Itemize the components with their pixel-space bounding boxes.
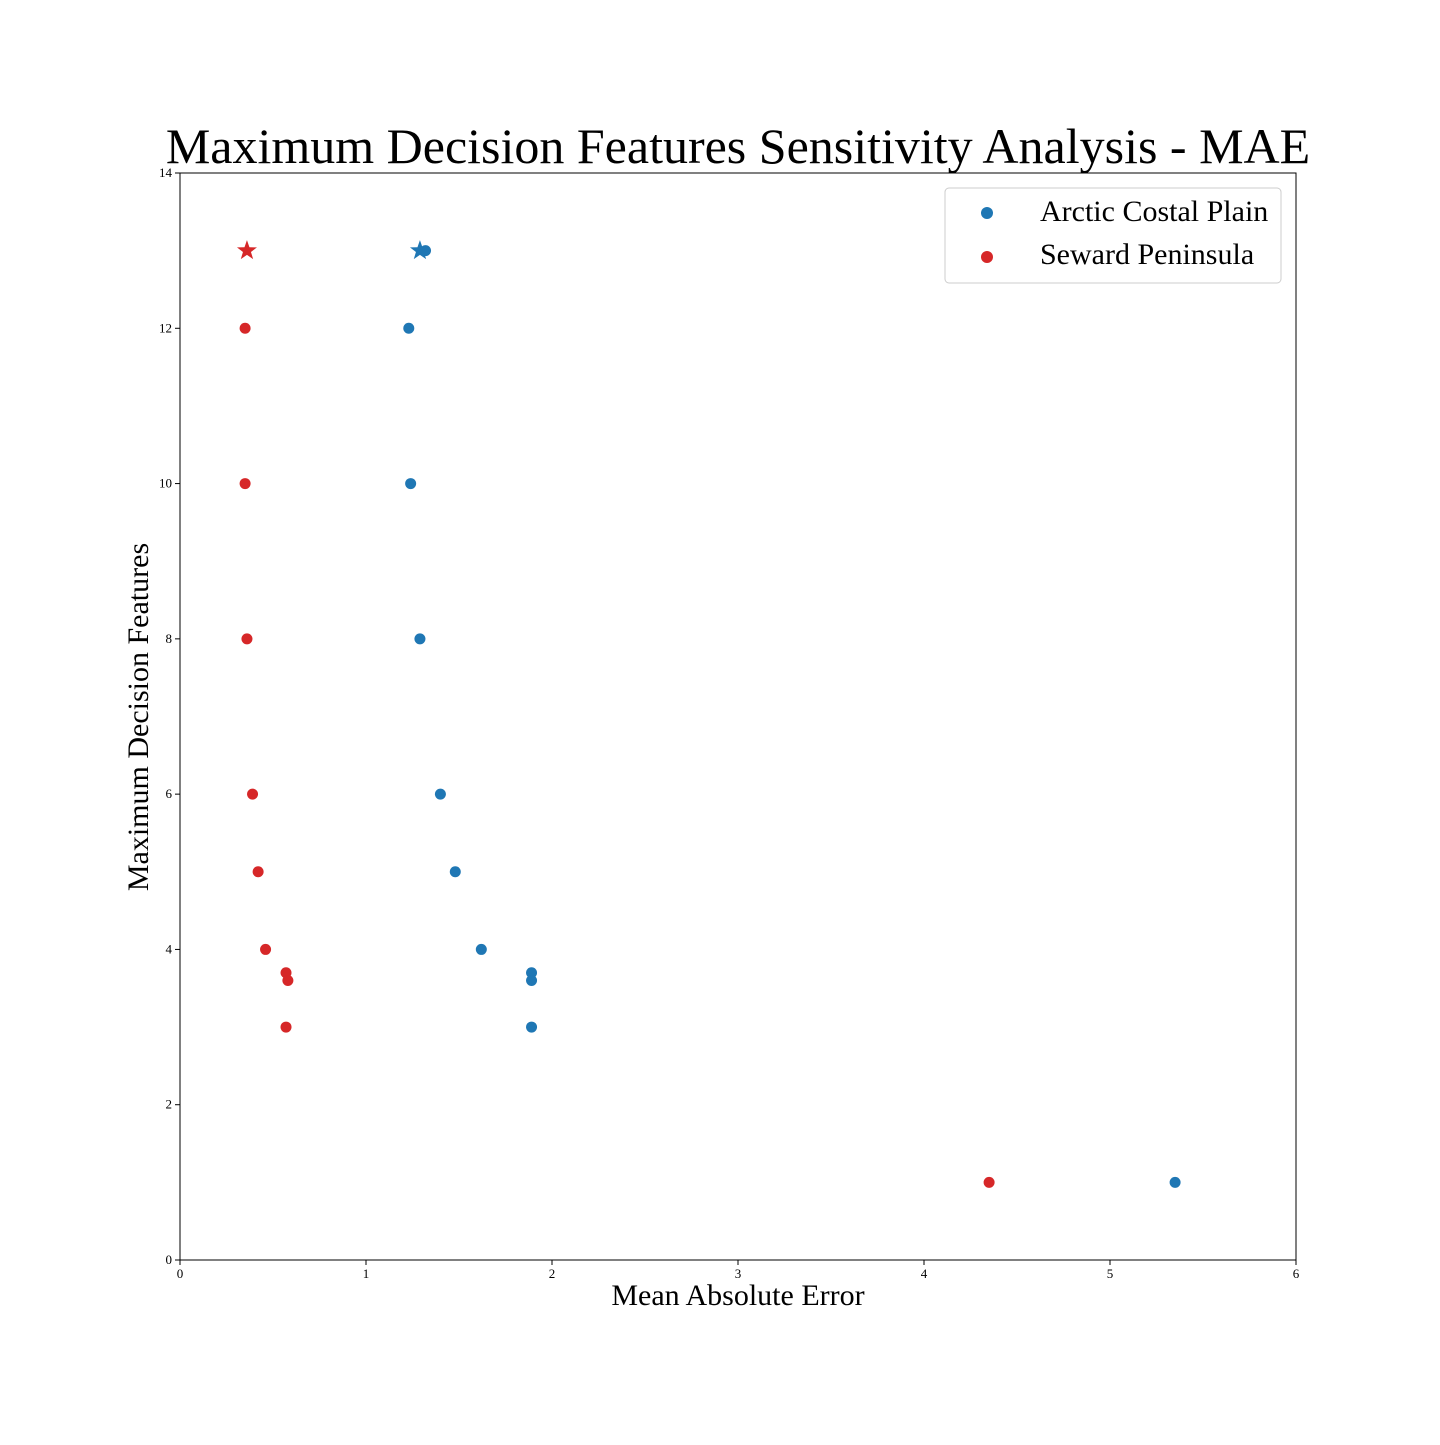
y-tick-label: 12 (159, 320, 172, 335)
best-point-star-series-2 (236, 240, 257, 260)
data-point-series-2 (239, 478, 251, 490)
data-point-series-1 (526, 967, 538, 979)
y-tick-label: 2 (166, 1097, 173, 1112)
legend-label-arctic: Arctic Costal Plain (1040, 195, 1268, 228)
data-point-series-1 (405, 478, 417, 490)
legend: Arctic Costal Plain Seward Peninsula (944, 187, 1282, 284)
y-tick-label: 0 (166, 1252, 173, 1267)
data-point-series-1 (526, 1021, 538, 1033)
x-tick-label: 4 (921, 1266, 928, 1281)
y-tick-label: 6 (166, 786, 173, 801)
data-point-series-2 (282, 974, 294, 986)
x-tick-label: 6 (1293, 1266, 1300, 1281)
y-tick-label: 4 (166, 941, 173, 956)
legend-marker-seward (981, 251, 993, 263)
data-point-series-1 (449, 866, 461, 878)
data-points (236, 240, 1181, 1188)
y-axis-label: Maximum Decision Features (122, 543, 155, 891)
x-tick-label: 2 (549, 1266, 556, 1281)
best-point-star-series-1 (409, 240, 430, 260)
data-point-series-2 (280, 1021, 292, 1033)
data-point-series-2 (239, 322, 251, 334)
x-tick-label: 3 (735, 1266, 742, 1281)
legend-box (944, 187, 1282, 284)
data-point-series-1 (526, 974, 538, 986)
x-tick-label: 1 (363, 1266, 370, 1281)
data-point-series-2 (252, 866, 264, 878)
data-point-series-1 (434, 788, 446, 800)
legend-label-seward: Seward Peninsula (1040, 238, 1254, 271)
x-tick-label: 5 (1107, 1266, 1114, 1281)
data-point-series-1 (403, 322, 415, 334)
data-point-series-2 (241, 633, 253, 645)
y-tick-label: 14 (159, 165, 173, 180)
plot-frame (179, 172, 1297, 1261)
data-point-series-1 (475, 943, 487, 955)
data-point-series-2 (983, 1176, 995, 1188)
x-axis-label: Mean Absolute Error (611, 1279, 864, 1312)
data-point-series-2 (247, 788, 259, 800)
y-tick-label: 8 (166, 631, 173, 646)
legend-marker-arctic (981, 207, 993, 219)
y-tick-label: 10 (159, 476, 172, 491)
x-tick-label: 0 (177, 1266, 184, 1281)
data-point-series-1 (414, 633, 426, 645)
chart-title: Maximum Decision Features Sensitivity An… (166, 118, 1310, 174)
data-point-series-1 (1169, 1176, 1181, 1188)
data-point-series-2 (260, 943, 272, 955)
